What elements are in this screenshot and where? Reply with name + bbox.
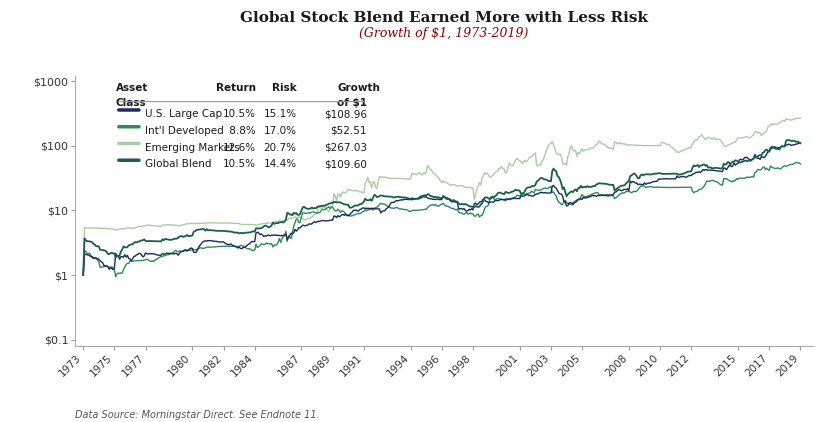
Text: Asset: Asset bbox=[116, 83, 148, 93]
Text: $52.51: $52.51 bbox=[330, 126, 367, 136]
Text: 14.4%: 14.4% bbox=[263, 160, 297, 169]
Text: $108.96: $108.96 bbox=[323, 109, 367, 119]
Text: Global Blend: Global Blend bbox=[146, 160, 212, 169]
Text: Growth: Growth bbox=[337, 83, 380, 93]
Text: Global Stock Blend Earned More with Less Risk: Global Stock Blend Earned More with Less… bbox=[241, 11, 648, 24]
Text: 10.5%: 10.5% bbox=[223, 109, 256, 119]
Text: U.S. Large Cap: U.S. Large Cap bbox=[146, 109, 223, 119]
Text: $109.60: $109.60 bbox=[323, 160, 367, 169]
Text: Class: Class bbox=[116, 97, 147, 108]
Text: Return: Return bbox=[216, 83, 256, 93]
Text: $267.03: $267.03 bbox=[323, 143, 367, 153]
Text: 20.7%: 20.7% bbox=[264, 143, 297, 153]
Text: (Growth of $1, 1973-2019): (Growth of $1, 1973-2019) bbox=[360, 27, 529, 41]
Text: Risk: Risk bbox=[272, 83, 297, 93]
Text: 17.0%: 17.0% bbox=[264, 126, 297, 136]
Text: Emerging Markets: Emerging Markets bbox=[146, 143, 241, 153]
Text: Data Source: Morningstar Direct. See Endnote 11.: Data Source: Morningstar Direct. See End… bbox=[75, 410, 320, 420]
Text: 15.1%: 15.1% bbox=[263, 109, 297, 119]
Text: 12.6%: 12.6% bbox=[223, 143, 256, 153]
Text: 10.5%: 10.5% bbox=[223, 160, 256, 169]
Text: Int'l Developed: Int'l Developed bbox=[146, 126, 225, 136]
Text: 8.8%: 8.8% bbox=[226, 126, 256, 136]
Text: of $1: of $1 bbox=[337, 97, 367, 108]
